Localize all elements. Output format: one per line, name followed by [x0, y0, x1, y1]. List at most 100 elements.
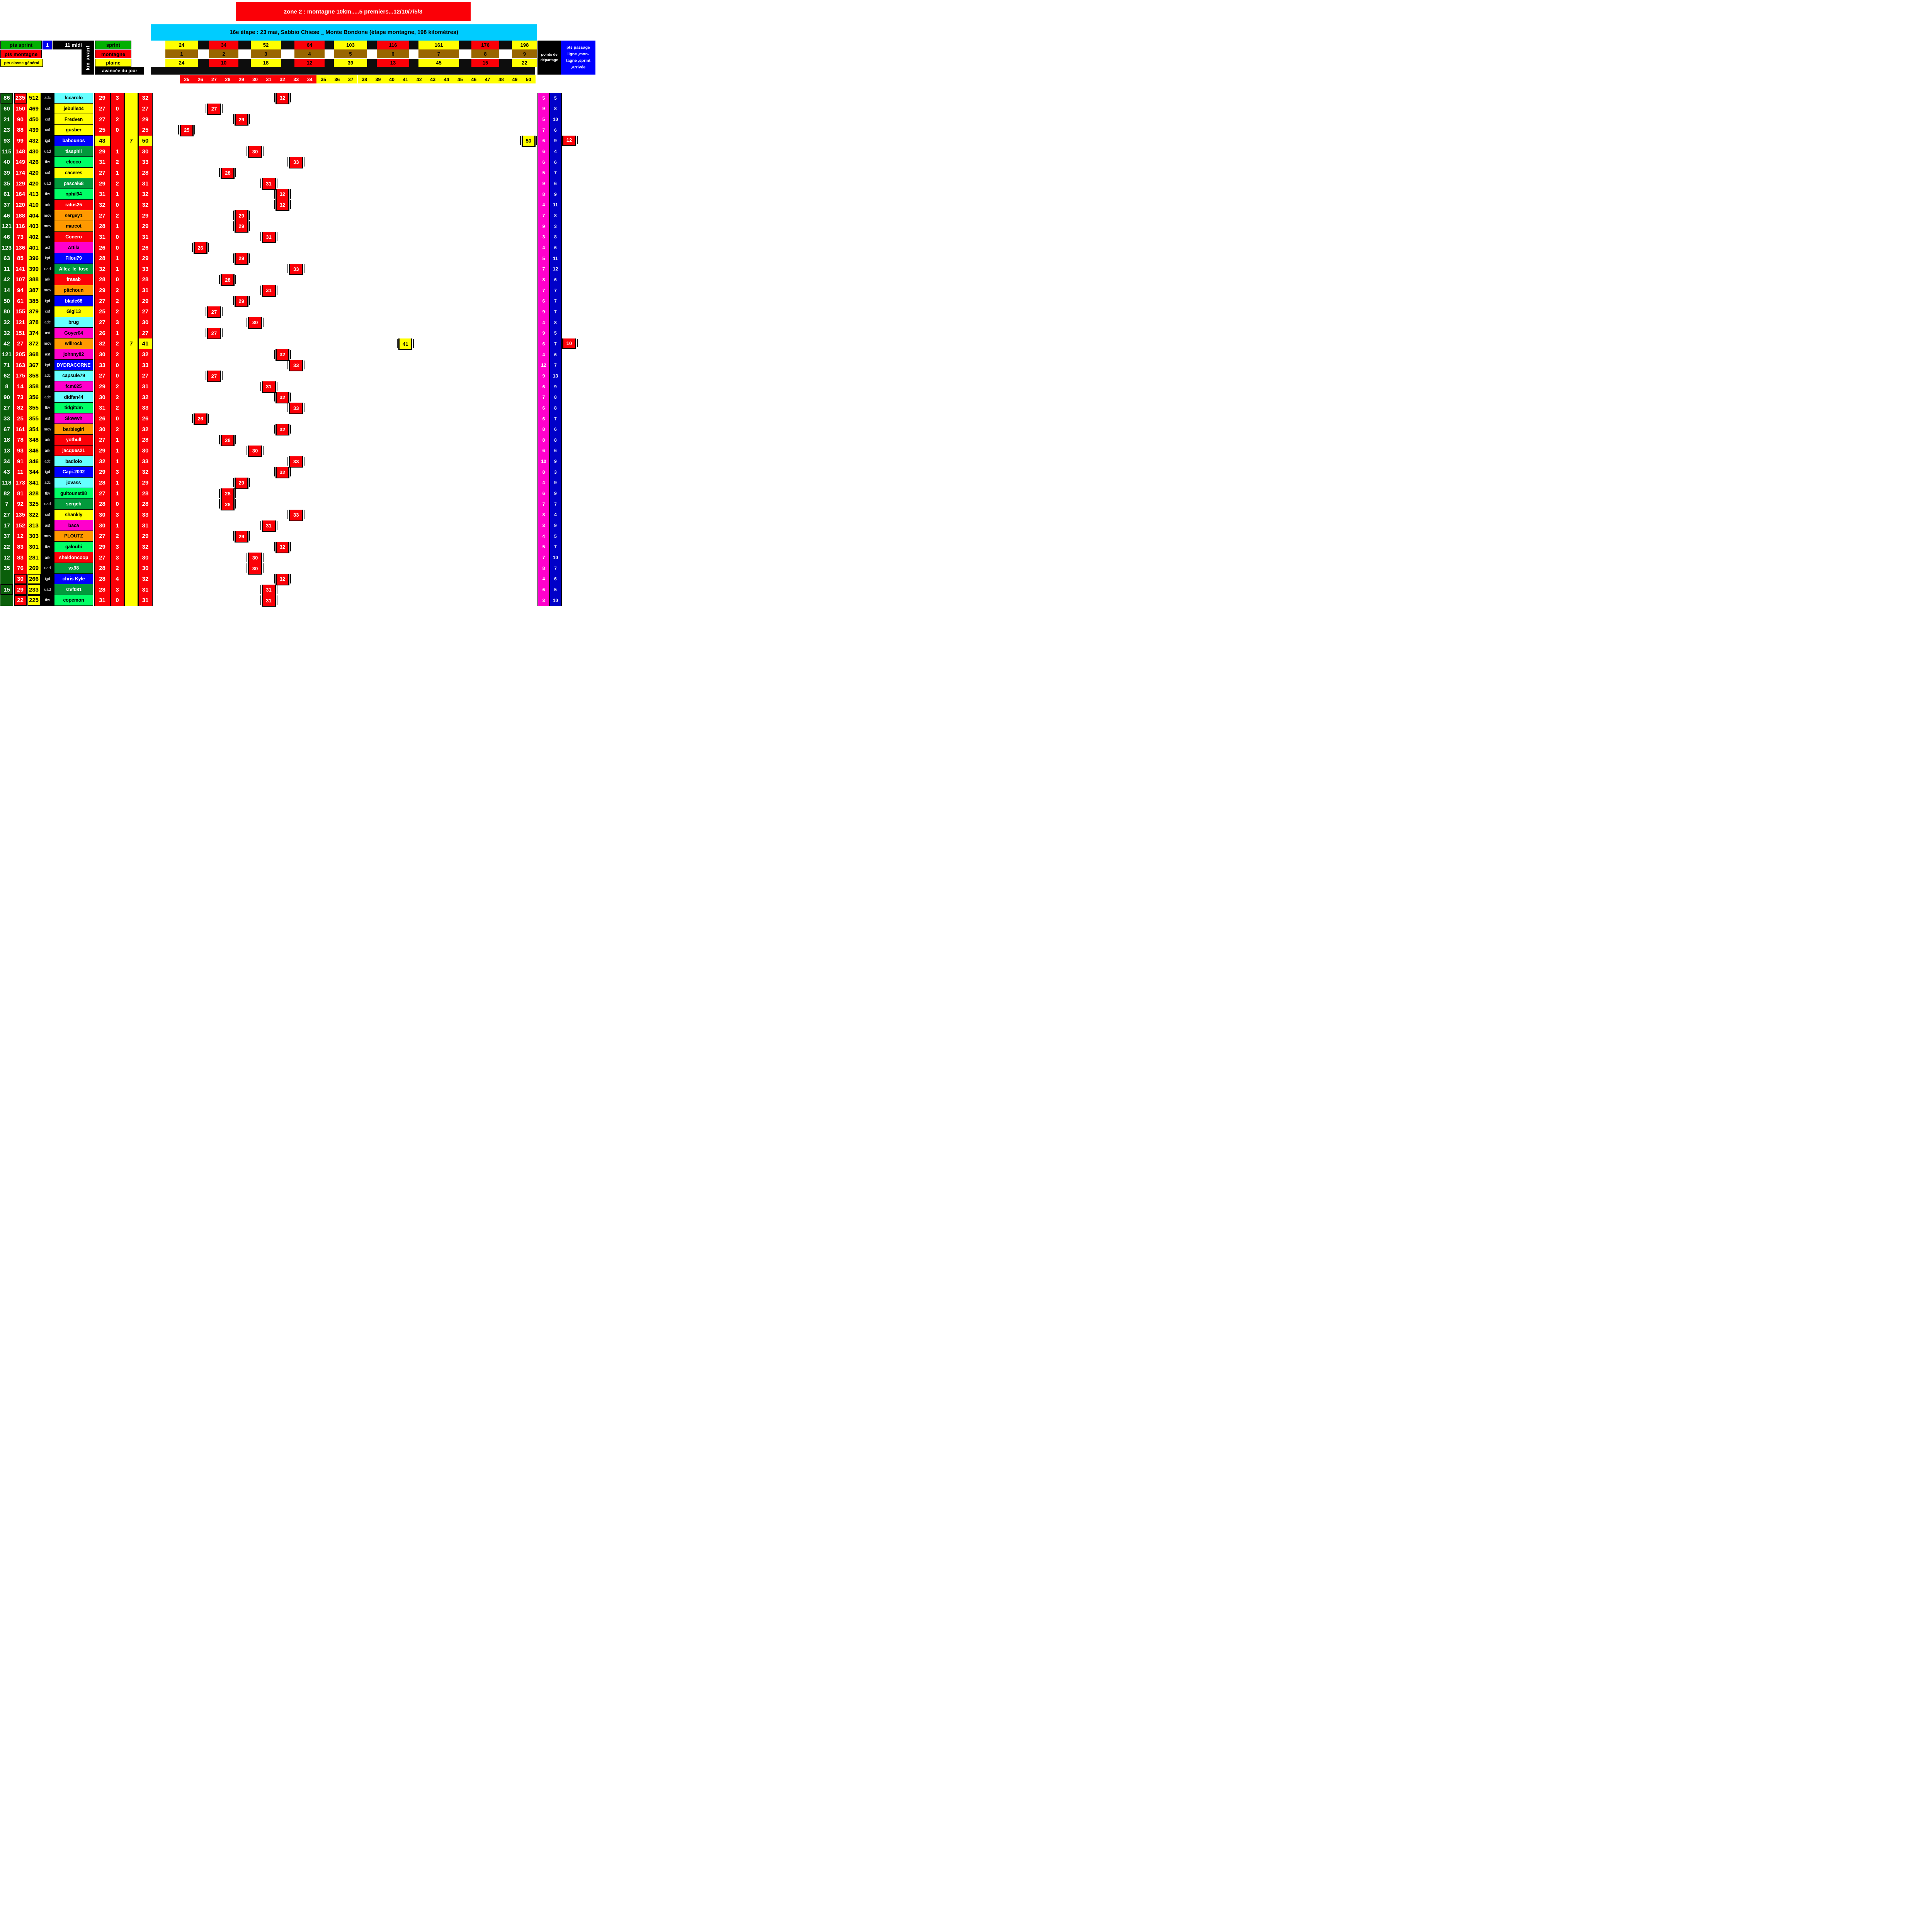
cell-pts-general: 341 [29, 479, 39, 486]
cell-blue-points: 9 [554, 384, 557, 389]
route-segment-km: 12 [294, 59, 325, 67]
cell-total-points: 26 [142, 415, 149, 422]
route-segment-km: 18 [251, 59, 281, 67]
cell-pts-sprint: 32 [3, 330, 10, 337]
cell-rider-name: Attila [54, 242, 93, 253]
cell-pts-general: 469 [29, 105, 39, 112]
cell-bonus-points [125, 467, 138, 478]
cell-total-points: 33 [142, 362, 149, 369]
cell-pts-montagne: 30 [14, 574, 27, 585]
cell-bonus-points [125, 200, 138, 211]
cell-pts-montagne: 205 [15, 351, 26, 358]
cell-pts-montagne: 94 [17, 287, 24, 294]
cell-pink-points: 4 [542, 533, 545, 539]
cell-pts-montagne: 92 [17, 501, 24, 508]
route-segment-km: 22 [512, 59, 537, 67]
cell-rider-name: Capi-2002 [54, 466, 93, 478]
cell-pts-general: 388 [29, 276, 39, 283]
cell-rider-name: baca [54, 520, 93, 531]
cell-pts-montagne: 11 [17, 469, 24, 476]
cell-base-points: 27 [99, 105, 105, 112]
cell-gain-points: 1 [116, 447, 119, 454]
cell-total-points: 32 [142, 394, 149, 401]
cell-team-code: adc [44, 480, 51, 485]
cell-pink-points: 6 [542, 341, 545, 347]
cell-team-code: igd [45, 577, 50, 581]
cell-blue-points: 9 [554, 459, 557, 464]
cell-pts-sprint: 61 [3, 191, 10, 198]
cell-total-points: 28 [142, 169, 149, 176]
cell-bonus-points [125, 574, 138, 585]
cell-pink-points: 4 [542, 352, 545, 357]
cell-base-points: 28 [99, 255, 105, 262]
cell-pink-points: 6 [542, 416, 545, 422]
cell-base-points: 27 [99, 169, 105, 176]
cell-gain-points: 3 [116, 543, 119, 550]
cell-team-code: uad [44, 587, 51, 592]
cell-base-points: 27 [99, 533, 105, 540]
cell-pts-montagne: 25 [17, 415, 24, 422]
cell-pink-points: 4 [542, 202, 545, 208]
cell-pts-general: 281 [29, 554, 39, 561]
cell-blue-points: 8 [554, 234, 557, 240]
cell-pts-general: 354 [29, 426, 39, 433]
cell-pts-general: 374 [29, 330, 39, 337]
cell-pink-points: 8 [542, 469, 545, 475]
cell-blue-points: 3 [554, 469, 557, 475]
marker-chris Kyle: 32 [274, 573, 291, 585]
cell-rider-name: DYDRACORNE [54, 360, 93, 371]
cell-pts-sprint: 7 [5, 501, 9, 508]
marker-Slowwh: 26 [192, 413, 209, 425]
cell-rider-name: capsule79 [54, 371, 93, 381]
scale-number-38: 38 [357, 75, 371, 83]
cell-blue-points: 6 [554, 427, 557, 432]
cell-base-points: 27 [99, 554, 105, 561]
legend-pts-montagne: pts montagne [0, 50, 42, 58]
cell-pts-montagne: 155 [15, 308, 26, 315]
cell-team-code: ast [45, 352, 50, 357]
cell-base-points: 29 [99, 180, 105, 187]
marker-nphil94: 32 [274, 189, 291, 200]
scale-number-37: 37 [344, 75, 358, 83]
cell-base-points: 25 [99, 308, 105, 315]
cell-total-points: 32 [142, 543, 149, 550]
cell-team-code: igd [45, 256, 50, 261]
marker-jovass: 29 [233, 477, 250, 489]
cell-pts-montagne: 78 [17, 437, 24, 444]
cell-pink-points: 10 [541, 459, 546, 464]
cell-rider-name: Allez_le_losc [54, 264, 93, 275]
cell-team-code: tbv [45, 160, 50, 165]
cell-base-points: 28 [99, 575, 105, 582]
cell-pink-points: 5 [542, 95, 545, 101]
scale-number-35: 35 [316, 75, 330, 83]
cell-total-points: 31 [142, 383, 149, 390]
cell-team-code: tbv [45, 544, 50, 549]
cell-pts-general: 356 [29, 394, 39, 401]
marker-Attila: 26 [192, 242, 209, 254]
cell-pts-general: 269 [29, 565, 39, 572]
cell-rider-name: badlolo [54, 456, 93, 467]
cell-blue-points: 8 [554, 213, 557, 219]
cell-blue-points: 8 [554, 320, 557, 325]
pts-passage-line-2: tagne ,sprint [566, 58, 590, 63]
pts-passage-box: pts passage ligne ,mon-tagne ,sprint ,arri… [561, 41, 595, 75]
route-checkpoint-index: 9 [512, 49, 537, 58]
cell-total-points: 27 [142, 105, 149, 112]
legend-pts-classe-general: pts classe général [0, 59, 43, 67]
cell-team-code: cof [45, 117, 50, 122]
marker-Fredven: 29 [233, 114, 250, 126]
cell-pts-montagne: 107 [15, 276, 26, 283]
cell-pts-montagne: 91 [17, 458, 24, 465]
marker-fcm025: 31 [260, 381, 277, 393]
cell-pts-general: 426 [29, 159, 39, 166]
cell-total-points: 29 [142, 116, 149, 123]
cell-rider-name: johnny82 [54, 349, 93, 360]
cell-pts-montagne: 135 [15, 511, 26, 518]
cell-total-points: 33 [142, 458, 149, 465]
route-segment-km: 10 [209, 59, 238, 67]
scale-number-49: 49 [508, 75, 522, 83]
cell-base-points: 29 [99, 469, 105, 476]
cell-pts-general: 225 [27, 595, 41, 606]
cell-rider-name: stef081 [54, 584, 93, 595]
cell-blue-points: 4 [554, 512, 557, 518]
